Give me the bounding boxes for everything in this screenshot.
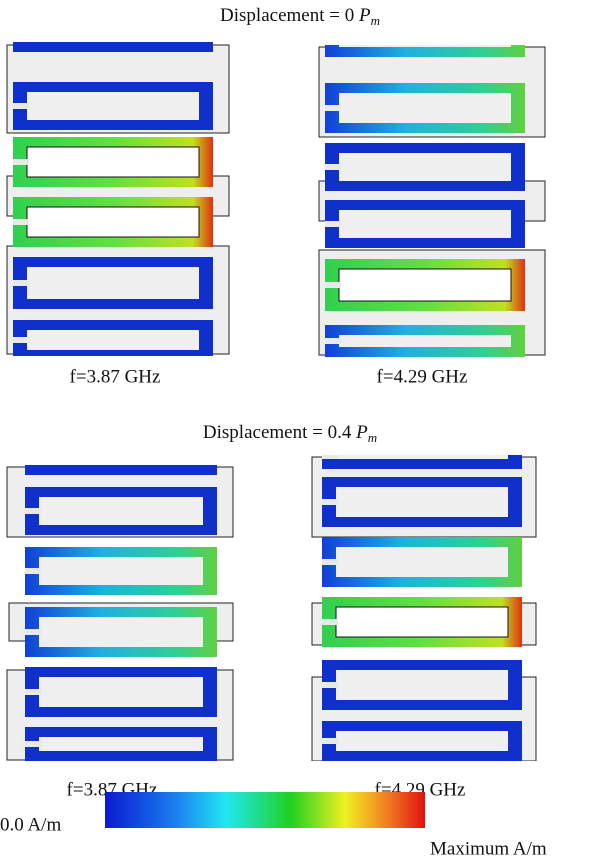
ring-gap [322, 682, 338, 688]
ring-gap [322, 499, 338, 505]
slot [339, 45, 511, 47]
slot [339, 93, 511, 123]
ring-gap [322, 559, 338, 565]
ring-gap [322, 455, 338, 459]
ring-gap [13, 219, 29, 225]
ring-gap [325, 338, 341, 344]
ring-gap [325, 164, 341, 170]
ring-gap [25, 689, 41, 695]
ring-gap [322, 619, 338, 625]
title-symbol: P [358, 5, 371, 26]
slot [39, 617, 203, 647]
title-text: Displacement = 0.4 [203, 422, 356, 443]
colorbar-max-label: Maximum A/m [430, 838, 547, 859]
title-subscript: m [368, 430, 377, 445]
slot [338, 268, 512, 302]
ring-gap [13, 103, 29, 109]
title-text: Displacement = 0 [220, 5, 359, 26]
slot [39, 677, 203, 707]
field-plot [6, 32, 230, 356]
ring [325, 45, 525, 57]
colorbar-min-label: 0.0 A/m [0, 814, 61, 835]
slot [336, 487, 508, 517]
colorbar [105, 792, 425, 828]
ring-gap [25, 741, 41, 747]
slot [336, 455, 508, 459]
caption: f=4.29 GHz [377, 366, 468, 387]
slot [339, 210, 511, 238]
slot [339, 335, 511, 347]
slot [27, 267, 199, 299]
field-plot [6, 455, 234, 761]
slot [26, 146, 200, 178]
slot [335, 606, 509, 638]
slot [27, 92, 199, 120]
caption: f=3.87 GHz [70, 366, 161, 387]
ring-gap [325, 39, 341, 45]
ring-gap [25, 457, 41, 463]
ring [25, 465, 217, 475]
slot [336, 731, 508, 751]
slot [336, 670, 508, 700]
slot [39, 497, 203, 525]
slot [39, 557, 203, 585]
ring-gap [25, 508, 41, 514]
slot [339, 153, 511, 181]
slot [39, 455, 203, 465]
ring-gap [325, 221, 341, 227]
slot [27, 330, 199, 350]
field-plot [318, 39, 546, 357]
ring-gap [322, 738, 338, 744]
ring-gap [13, 159, 29, 165]
slot [336, 547, 508, 577]
ring-gap [325, 105, 341, 111]
ring [13, 42, 213, 52]
ring-gap [13, 337, 29, 343]
ring-gap [325, 282, 341, 288]
slot [26, 206, 200, 238]
slot [27, 32, 199, 42]
ring-gap [13, 280, 29, 286]
row-title: Displacement = 0.4 Pm [203, 422, 377, 445]
slot [39, 737, 203, 751]
title-symbol: P [355, 422, 368, 443]
field-plot [311, 455, 537, 761]
title-subscript: m [371, 13, 380, 28]
ring-gap [25, 629, 41, 635]
ring-gap [25, 568, 41, 574]
row-title: Displacement = 0 Pm [220, 5, 380, 28]
ring-gap [13, 34, 29, 40]
